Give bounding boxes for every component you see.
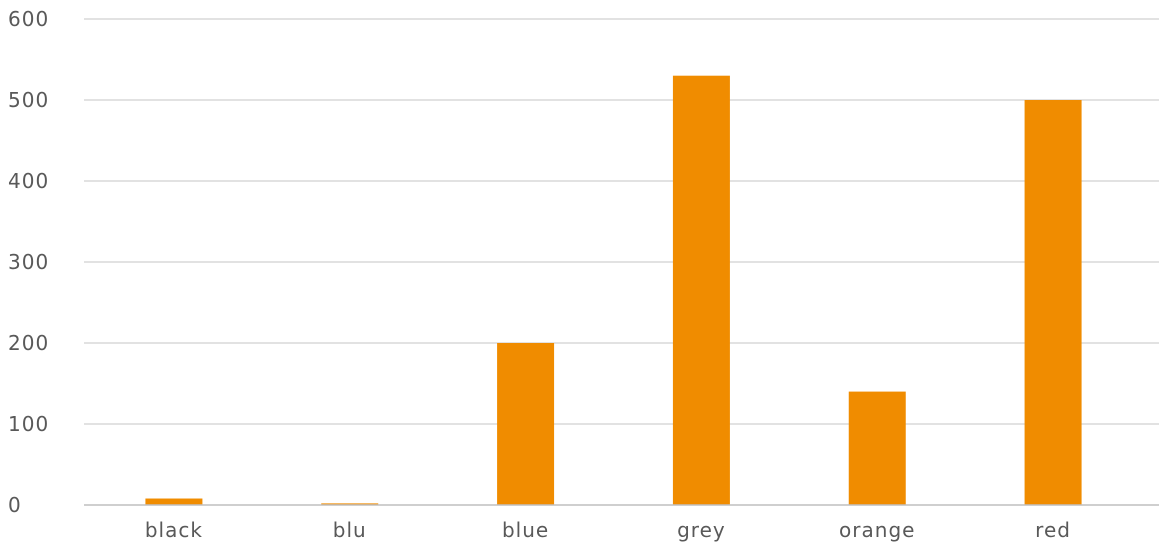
x-category-label-blue: blue (502, 518, 549, 542)
bar-blue (497, 343, 555, 505)
bar-red (1024, 100, 1082, 505)
x-category-label-black: black (145, 518, 203, 542)
x-category-label-orange: orange (839, 518, 915, 542)
y-tick-label: 300 (8, 250, 49, 274)
y-tick-label: 600 (8, 7, 49, 31)
bar-orange (848, 391, 906, 505)
bars (145, 75, 1082, 505)
y-tick-label: 200 (8, 331, 49, 355)
x-category-label-red: red (1035, 518, 1071, 542)
y-tick-label: 0 (8, 493, 22, 517)
bar-black (145, 498, 203, 505)
x-category-label-grey: grey (677, 518, 726, 542)
bar-blu (321, 503, 379, 505)
y-axis-tick-labels: 0 100 200 300 400 500 600 (8, 7, 49, 517)
bar-grey (672, 75, 730, 505)
y-tick-label: 500 (8, 88, 49, 112)
y-tick-label: 100 (8, 412, 49, 436)
x-axis-category-labels: black blu blue grey orange red (145, 518, 1071, 542)
gridlines (84, 18, 1159, 425)
y-tick-label: 400 (8, 169, 49, 193)
x-category-label-blu: blu (333, 518, 367, 542)
